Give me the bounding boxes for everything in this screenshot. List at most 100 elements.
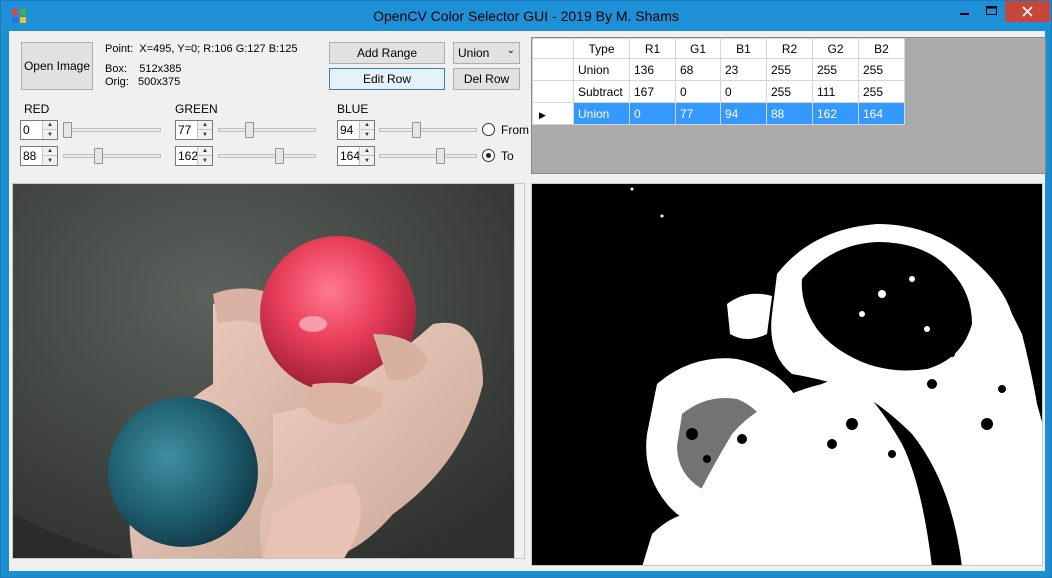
red-from-value: 0 — [23, 123, 30, 137]
red-from-input[interactable]: 0 ▲ ▼ — [20, 120, 58, 140]
box-info: Box: 512x385 — [105, 63, 181, 75]
blue-to-slider[interactable] — [379, 148, 477, 166]
maximize-button[interactable] — [978, 1, 1005, 22]
table-cell[interactable]: Subtract — [573, 80, 630, 103]
table-cell[interactable]: Union — [573, 102, 630, 125]
to-radio-label[interactable]: To — [501, 149, 514, 163]
red-to-slider[interactable] — [63, 148, 161, 166]
spin-down-icon[interactable]: ▼ — [364, 131, 370, 138]
green-to-input[interactable]: 162 ▲ ▼ — [175, 146, 213, 166]
table-cell[interactable]: 23 — [720, 58, 767, 81]
green-from-spin[interactable]: ▲ ▼ — [197, 121, 212, 139]
slider-thumb[interactable] — [245, 122, 254, 138]
table-cell[interactable]: 136 — [629, 58, 676, 81]
red-to-spin[interactable]: ▲ ▼ — [42, 147, 57, 165]
to-radio[interactable] — [482, 149, 495, 162]
table-cell[interactable]: 167 — [629, 80, 676, 103]
table-cell[interactable]: 164 — [858, 102, 905, 125]
table-row[interactable]: Union 136 68 23 255 255 255 — [532, 58, 905, 81]
red-from-slider[interactable] — [63, 122, 161, 140]
row-header[interactable] — [532, 58, 574, 81]
table-cell[interactable]: 255 — [858, 80, 905, 103]
table-cell[interactable]: 255 — [766, 58, 813, 81]
table-cell[interactable]: Union — [573, 58, 630, 81]
green-to-value: 162 — [178, 149, 199, 163]
source-image-panel[interactable] — [12, 183, 525, 559]
client-area: Open Image Point: X=495, Y=0; R:106 G:12… — [9, 31, 1046, 571]
spin-up-icon[interactable]: ▲ — [43, 147, 57, 156]
table-cell[interactable]: 255 — [858, 58, 905, 81]
table-cell[interactable]: 77 — [675, 102, 721, 125]
spin-up-icon[interactable]: ▲ — [43, 121, 57, 130]
from-radio-label[interactable]: From — [501, 123, 529, 137]
slider-thumb[interactable] — [275, 148, 284, 164]
green-from-slider[interactable] — [218, 122, 316, 140]
mode-select-value: Union — [458, 46, 490, 60]
spin-up-icon[interactable]: ▲ — [360, 121, 374, 130]
open-image-button[interactable]: Open Image — [21, 42, 93, 90]
spin-down-icon[interactable]: ▼ — [47, 131, 53, 138]
column-header[interactable]: B2 — [858, 38, 905, 59]
red-from-spin[interactable]: ▲ ▼ — [42, 121, 57, 139]
spin-down-icon[interactable]: ▼ — [202, 131, 208, 138]
mode-select[interactable]: Union ⌄ — [453, 42, 520, 64]
spin-up-icon[interactable]: ▲ — [198, 121, 212, 130]
spin-down-icon[interactable]: ▼ — [364, 157, 370, 164]
spin-up-icon[interactable]: ▲ — [360, 147, 374, 156]
spin-down-icon[interactable]: ▼ — [47, 157, 53, 164]
mask-image — [532, 184, 1042, 565]
chevron-down-icon: ⌄ — [506, 45, 515, 56]
blue-label: BLUE — [337, 102, 369, 116]
table-row-selected[interactable]: ▶ Union 0 77 94 88 162 164 — [532, 102, 905, 125]
orig-label: Orig: — [105, 76, 129, 88]
blue-from-spin[interactable]: ▲ ▼ — [359, 121, 374, 139]
point-label: Point: — [105, 43, 134, 55]
spin-down-icon[interactable]: ▼ — [202, 157, 208, 164]
slider-thumb[interactable] — [63, 122, 72, 138]
title-bar[interactable]: OpenCV Color Selector GUI - 2019 By M. S… — [1, 1, 1051, 31]
box-value: 512x385 — [139, 63, 182, 75]
table-row[interactable]: Subtract 167 0 0 255 111 255 — [532, 80, 905, 103]
table-cell[interactable]: 94 — [720, 102, 767, 125]
slider-track — [218, 154, 316, 158]
red-to-value: 88 — [23, 149, 37, 163]
blue-to-input[interactable]: 164 ▲ ▼ — [337, 146, 375, 166]
green-to-spin[interactable]: ▲ ▼ — [197, 147, 212, 165]
ranges-grid[interactable]: Type R1 G1 B1 R2 G2 B2 Union 136 68 — [531, 37, 1046, 174]
table-cell[interactable]: 111 — [812, 80, 859, 103]
table-cell[interactable]: 255 — [812, 58, 859, 81]
red-to-input[interactable]: 88 ▲ ▼ — [20, 146, 58, 166]
slider-thumb[interactable] — [94, 148, 103, 164]
column-header[interactable]: B1 — [720, 38, 767, 59]
add-range-button[interactable]: Add Range — [329, 42, 445, 64]
point-value: X=495, Y=0; R:106 G:127 B:125 — [139, 43, 298, 55]
green-from-input[interactable]: 77 ▲ ▼ — [175, 120, 213, 140]
spin-up-icon[interactable]: ▲ — [198, 147, 212, 156]
column-header[interactable]: G1 — [675, 38, 721, 59]
table-cell[interactable]: 0 — [720, 80, 767, 103]
table-cell[interactable]: 0 — [675, 80, 721, 103]
slider-thumb[interactable] — [412, 122, 421, 138]
blue-from-slider[interactable] — [379, 122, 477, 140]
slider-thumb[interactable] — [436, 148, 445, 164]
minimize-button[interactable] — [951, 1, 978, 22]
table-cell[interactable]: 0 — [629, 102, 676, 125]
from-radio[interactable] — [482, 123, 495, 136]
column-header[interactable]: G2 — [812, 38, 859, 59]
green-to-slider[interactable] — [218, 148, 316, 166]
table-cell[interactable]: 255 — [766, 80, 813, 103]
blue-to-spin[interactable]: ▲ ▼ — [359, 147, 374, 165]
row-header[interactable]: ▶ — [532, 102, 574, 125]
table-cell[interactable]: 162 — [812, 102, 859, 125]
column-header[interactable]: R2 — [766, 38, 813, 59]
mask-image-panel[interactable] — [531, 183, 1043, 566]
blue-from-input[interactable]: 94 ▲ ▼ — [337, 120, 375, 140]
row-header[interactable] — [532, 80, 574, 103]
close-button[interactable] — [1005, 1, 1050, 22]
edit-row-button[interactable]: Edit Row — [329, 68, 445, 90]
column-header[interactable]: Type — [573, 38, 630, 59]
del-row-button[interactable]: Del Row — [453, 68, 520, 90]
table-cell[interactable]: 88 — [766, 102, 813, 125]
table-cell[interactable]: 68 — [675, 58, 721, 81]
column-header[interactable]: R1 — [629, 38, 676, 59]
